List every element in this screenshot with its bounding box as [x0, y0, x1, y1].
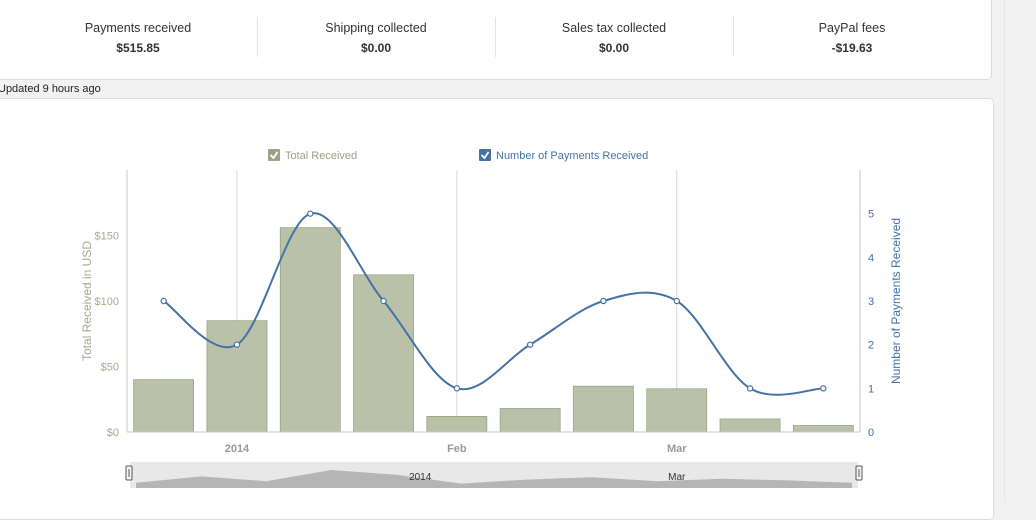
- y-tick-label: $100: [95, 296, 119, 308]
- summary-value: $0.00: [360, 41, 392, 55]
- summary-value: $515.85: [116, 41, 160, 55]
- summary-divider: [495, 17, 496, 57]
- payments-count-point: [453, 385, 461, 392]
- chart-panel: [0, 98, 994, 520]
- payments-count-point: [233, 341, 241, 348]
- x-tick-label: 2014: [225, 443, 250, 455]
- summary-sales-tax-collected: Sales tax collected $0.00: [495, 21, 733, 55]
- payments-count-point: [307, 210, 314, 217]
- payments-count-point: [673, 297, 680, 305]
- navigator-label: 2014: [409, 472, 432, 483]
- total-received-bar: [573, 385, 634, 433]
- y2-tick-label: 4: [868, 252, 874, 264]
- legend-label[interactable]: Number of Payments Received: [496, 150, 648, 162]
- total-received-bar: [426, 415, 488, 433]
- y2-tick-label: 3: [868, 296, 874, 308]
- x-tick-label: Feb: [447, 443, 467, 455]
- total-received-bar: [133, 379, 195, 433]
- total-received-bar: [206, 320, 268, 433]
- navigator-series-area: [136, 470, 852, 488]
- updated-timestamp: Updated 9 hours ago: [0, 83, 101, 95]
- y2-axis-title: Number of Payments Received: [889, 218, 903, 384]
- summary-label: PayPal fees: [818, 21, 886, 35]
- check-icon: [480, 151, 490, 160]
- y2-tick-label: 1: [868, 383, 874, 395]
- total-received-bar: [792, 425, 854, 433]
- x-tick-label: Mar: [667, 443, 687, 455]
- summary-value: -$19.63: [831, 41, 873, 55]
- total-received-bar: [646, 388, 708, 433]
- total-received-bar: [719, 418, 781, 433]
- y-tick-label: $150: [95, 231, 119, 243]
- total-received-bar: [499, 408, 561, 433]
- payments-count-point: [380, 297, 387, 305]
- legend-checkbox[interactable]: [268, 149, 280, 161]
- summary-divider: [733, 17, 734, 57]
- summary-value: $0.00: [598, 41, 630, 55]
- total-received-bar: [279, 227, 341, 433]
- navigator-label: Mar: [668, 472, 686, 483]
- summary-label: Sales tax collected: [561, 21, 667, 35]
- y2-tick-label: 2: [868, 340, 874, 352]
- check-icon: [269, 151, 279, 160]
- payments-count-point: [526, 341, 534, 348]
- summary-paypal-fees: PayPal fees -$19.63: [733, 21, 971, 55]
- legend-checkbox[interactable]: [479, 149, 491, 161]
- summary-shipping-collected: Shipping collected $0.00: [257, 21, 495, 55]
- y-tick-label: $50: [101, 362, 119, 374]
- y-axis-title: Total Received in USD: [80, 241, 94, 361]
- payments-count-line: [163, 212, 824, 396]
- y2-tick-label: 5: [868, 209, 874, 221]
- summary-panel: Payments received $515.85 Shipping colle…: [0, 0, 992, 80]
- payments-count-point: [820, 385, 827, 392]
- y-tick-label: $0: [107, 427, 119, 439]
- summary-label: Payments received: [84, 21, 192, 35]
- summary-label: Shipping collected: [325, 21, 427, 35]
- summary-divider: [257, 17, 258, 57]
- page-edge-rule: [1004, 0, 1005, 502]
- summary-payments-received: Payments received $515.85: [19, 21, 257, 55]
- combo-chart: $0 $50 $100 $150 0 1 2 3 4 5 2014 Feb Mar Total Recei…: [80, 149, 903, 488]
- y2-tick-label: 0: [868, 427, 874, 439]
- legend-label[interactable]: Total Received: [285, 150, 357, 162]
- payments-count-point: [746, 385, 754, 392]
- payments-count-point: [160, 297, 167, 305]
- payments-count-point: [600, 297, 607, 305]
